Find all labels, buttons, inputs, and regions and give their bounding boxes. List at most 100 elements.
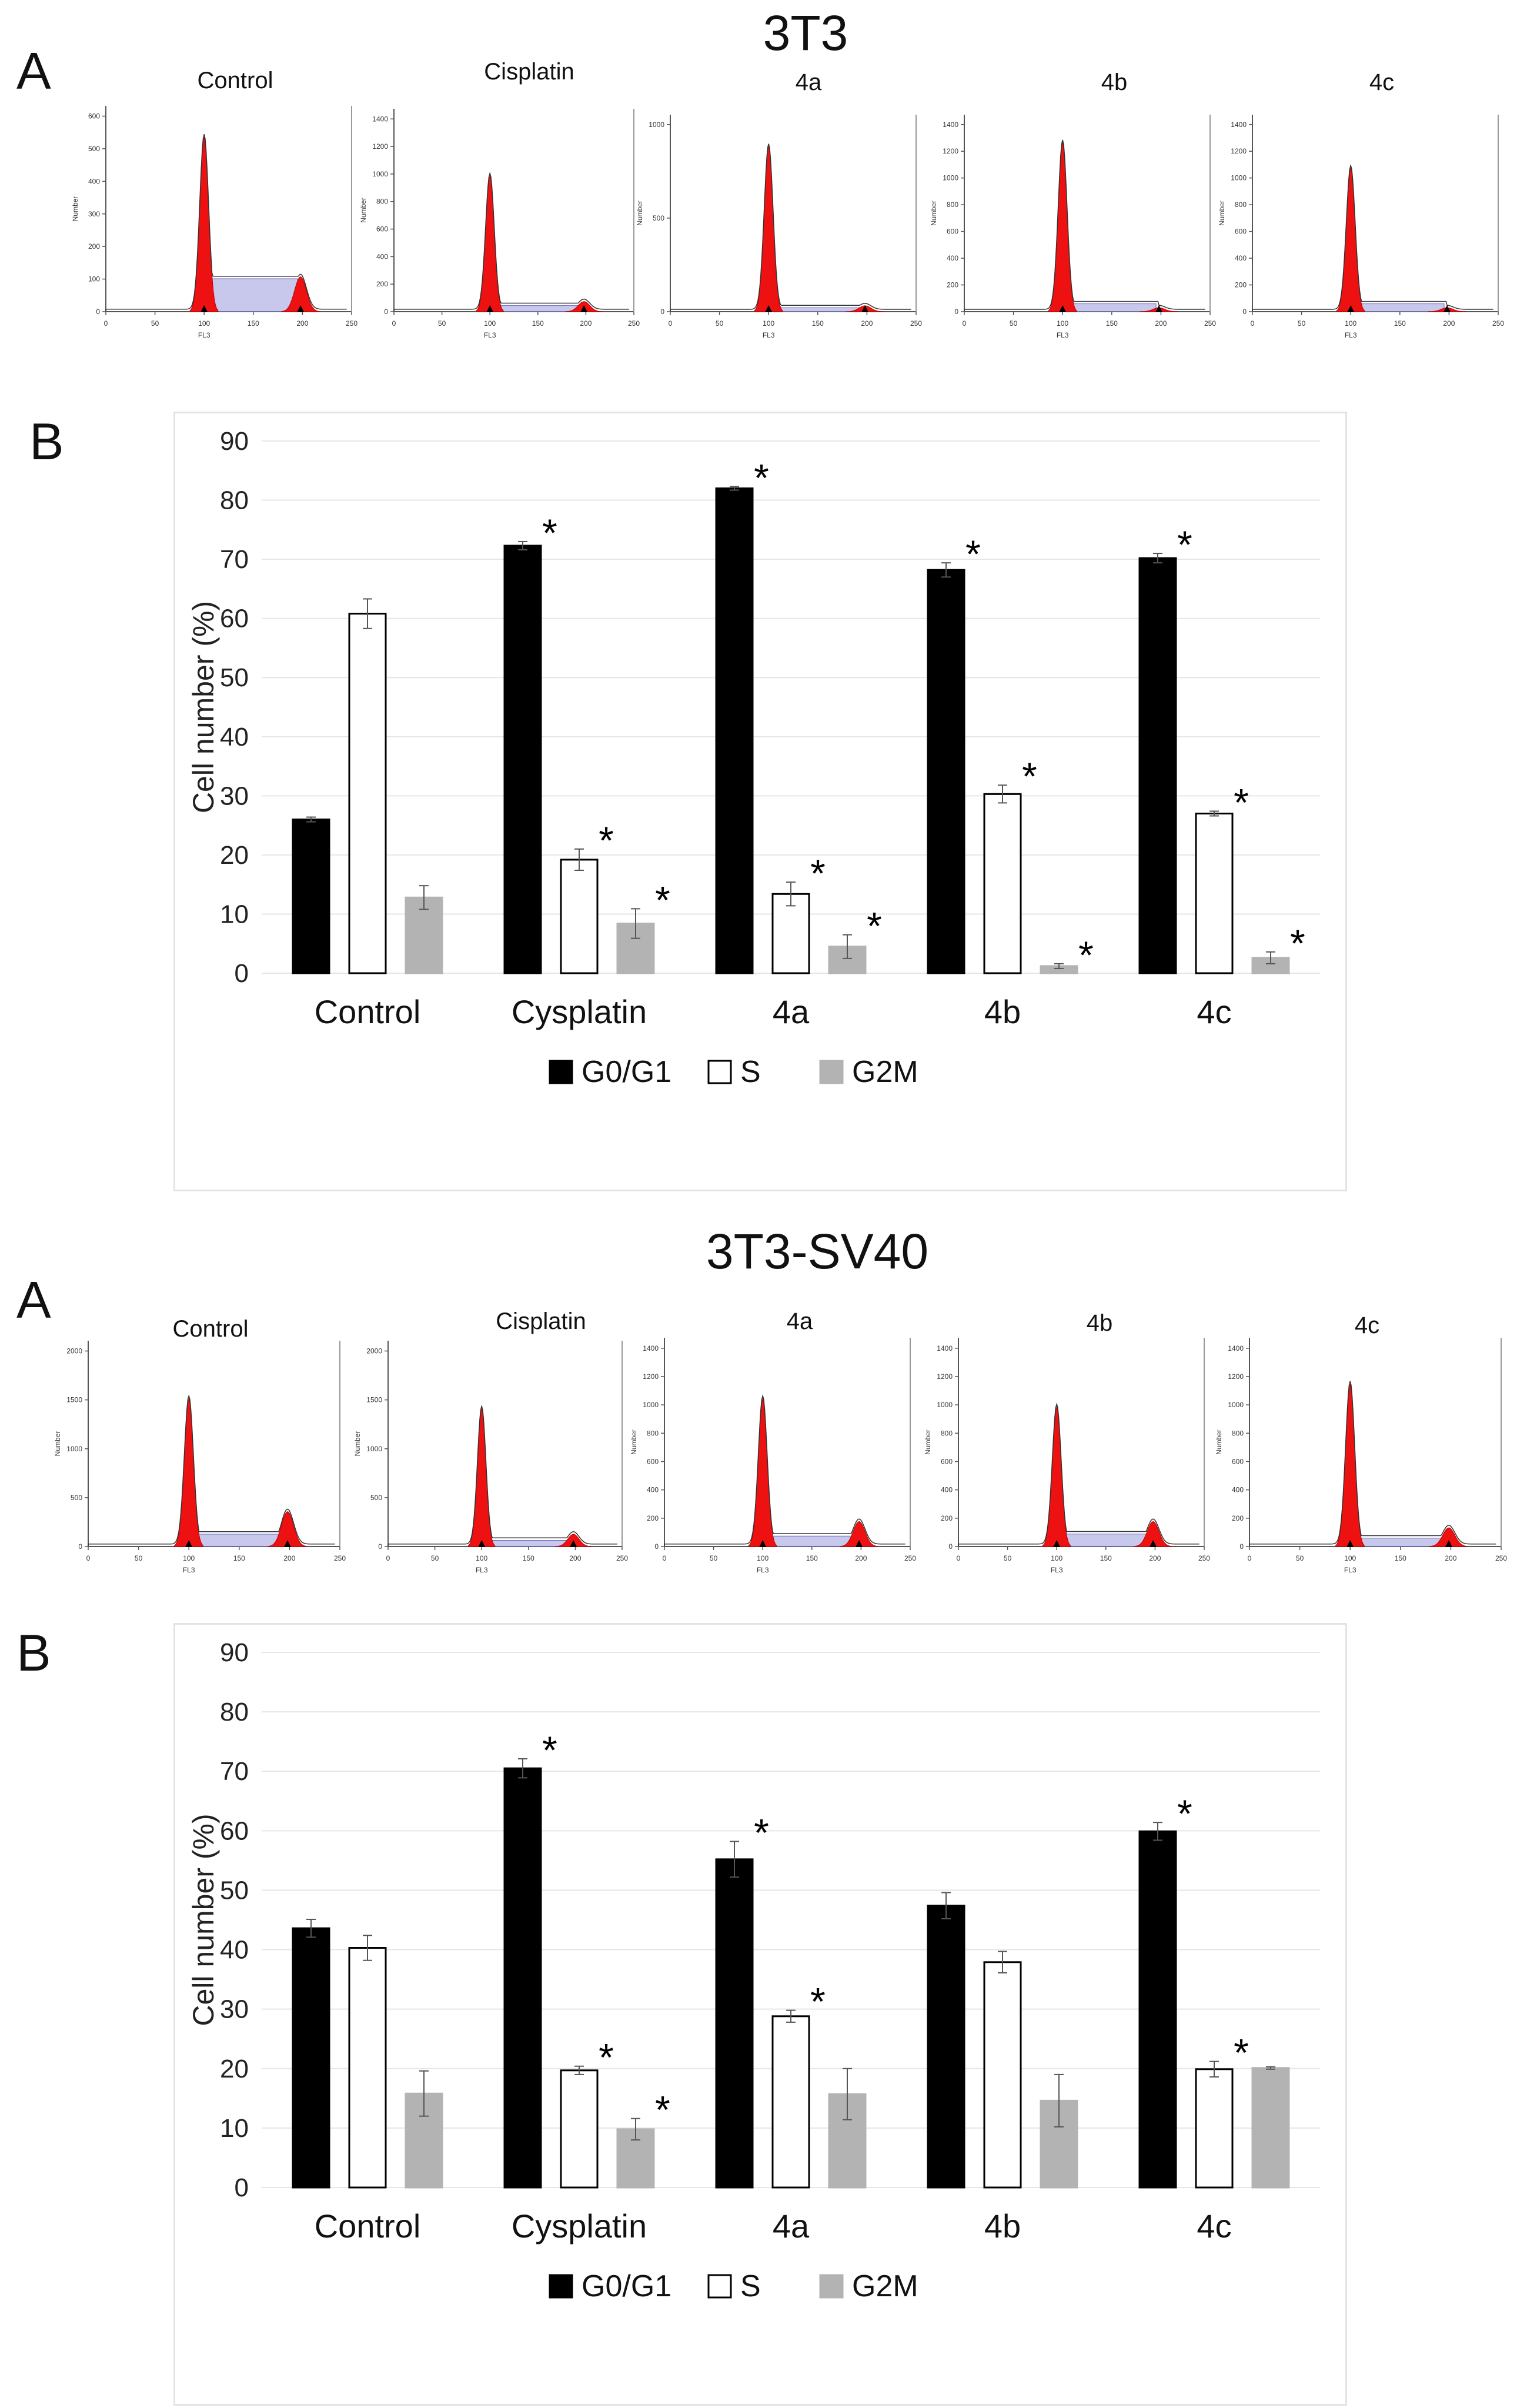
histogram-y-title: Number [71, 196, 79, 222]
histogram-x-tick-label: 100 [757, 1554, 768, 1562]
histogram-label: 4a [786, 1308, 813, 1334]
histogram-s-phase-area [203, 278, 298, 312]
histogram-y-tick-label: 400 [88, 177, 100, 185]
histogram-y-tick-label: 1200 [937, 1372, 953, 1381]
histogram-x-tick-label: 250 [346, 319, 357, 328]
histogram-marker [1347, 305, 1355, 312]
bar [983, 1961, 1022, 2189]
bar-chart-category-label: Control [315, 993, 421, 1030]
histogram-y-tick-label: 1000 [66, 1445, 82, 1453]
histogram-x-title: FL3 [484, 331, 496, 339]
bar-chart-category-label: Cysplatin [512, 2207, 647, 2245]
histogram-x-tick-label: 100 [1051, 1554, 1062, 1562]
histogram-y-tick-label: 600 [941, 1457, 953, 1465]
histogram-s-phase-area [1062, 303, 1157, 312]
histogram-g1-peak [467, 1408, 496, 1547]
histogram-x-tick-label: 200 [1155, 319, 1167, 328]
histogram-x-tick-label: 250 [910, 319, 922, 328]
histogram-g1-peak [754, 146, 784, 312]
bar-chart-category-label: 4a [773, 993, 810, 1030]
histogram-y-tick-label: 1400 [372, 115, 388, 123]
bar-chart-y-tick-label: 40 [220, 1936, 249, 1965]
section-title-3t3-sv40: 3T3-SV40 [706, 1224, 929, 1279]
bar [1138, 1830, 1177, 2189]
histogram-s-phase-area [762, 1535, 857, 1547]
significance-star: * [655, 878, 670, 921]
histogram-x-tick-label: 250 [628, 319, 640, 328]
histogram-x-tick-label: 100 [484, 319, 496, 328]
histogram-y-tick-label: 1000 [649, 121, 664, 129]
bar [292, 819, 330, 974]
histogram-y-tick-label: 600 [1232, 1457, 1244, 1465]
histogram-s-phase-area [1350, 303, 1445, 312]
histogram-y-tick-label: 0 [654, 1542, 659, 1551]
panel-a-letter-3t3-sv40: A [16, 1271, 51, 1329]
significance-star: * [1290, 921, 1305, 965]
histogram-outline [670, 143, 911, 311]
bar-chart-3t3: 0 10 20 30 40 50 60 70 80 90 Cell number (%) Contro… [187, 427, 1320, 1089]
histogram-x-tick-label: 150 [233, 1554, 245, 1562]
histogram-g1-peak [1048, 142, 1078, 312]
bar [983, 793, 1022, 974]
histogram-y-tick-label: 1200 [943, 147, 958, 155]
histogram-x-tick-label: 200 [580, 319, 592, 328]
histogram-y-tick-label: 1500 [366, 1396, 382, 1404]
histogram-x-tick-label: 100 [1057, 319, 1068, 328]
histogram-y-tick-label: 200 [941, 1514, 953, 1522]
legend-swatch [549, 2274, 573, 2299]
histogram-marker [1155, 305, 1163, 312]
bar-chart-y-tick-label: 30 [220, 1995, 249, 2024]
histogram-marker [297, 305, 305, 312]
bar-chart-y-tick-label: 30 [220, 781, 249, 810]
histogram-marker [201, 305, 208, 312]
histogram-marker [185, 1540, 193, 1547]
legend-label: G2M [852, 2269, 918, 2303]
histogram-y-tick-label: 400 [1235, 254, 1247, 262]
significance-star: * [754, 1811, 769, 1855]
bar [292, 1927, 330, 2189]
histogram-x-tick-label: 150 [248, 319, 259, 328]
significance-star: * [542, 1728, 557, 1772]
histogram-outline [1249, 1381, 1496, 1546]
significance-star: * [542, 511, 557, 555]
histogram-x-tick-label: 200 [283, 1554, 295, 1562]
histogram-g2-peak [281, 276, 320, 312]
histogram-y-tick-label: 600 [88, 112, 100, 121]
histogram-x-tick-label: 250 [334, 1554, 346, 1562]
bar-chart-y-axis-title: Cell number (%) [187, 601, 220, 813]
histogram-x-tick-label: 250 [1198, 1554, 1210, 1562]
histogram-y-tick-label: 0 [660, 308, 664, 316]
histogram-y-tick-label: 600 [376, 225, 388, 233]
histogram-y-tick-label: 1400 [643, 1344, 659, 1352]
histogram-y-tick-label: 1400 [937, 1344, 953, 1352]
histogram-y-tick-label: 200 [376, 280, 388, 288]
bar [1195, 813, 1234, 974]
histogram-y-tick-label: 0 [96, 308, 100, 316]
bar-chart-y-tick-label: 10 [220, 900, 249, 929]
histogram-y-tick-label: 400 [947, 254, 958, 262]
histogram-x-tick-label: 0 [957, 1554, 961, 1562]
histogram-marker [1346, 1540, 1354, 1547]
histogram-x-tick-label: 0 [663, 1554, 667, 1562]
legend-swatch [707, 1060, 732, 1084]
histogram-y-tick-label: 800 [1235, 201, 1247, 209]
bar-chart-category-label: 4b [984, 993, 1021, 1030]
histogram-x-title: FL3 [1057, 331, 1069, 339]
histogram-label: Control [197, 68, 273, 93]
section-title-3t3: 3T3 [763, 5, 848, 61]
histogram-marker [478, 1540, 486, 1547]
histogram-g2-peak [268, 1511, 308, 1547]
bar-chart-y-tick-label: 80 [220, 486, 249, 515]
histogram-y-tick-label: 2000 [366, 1347, 382, 1355]
histogram-marker [1444, 305, 1451, 312]
significance-star: * [1177, 1792, 1192, 1835]
legend-label: S [740, 1055, 761, 1089]
histogram-y-tick-label: 500 [653, 214, 664, 222]
histogram-x-tick-label: 50 [1010, 319, 1018, 328]
histogram-marker [570, 1540, 577, 1547]
histogram-x-tick-label: 200 [569, 1554, 581, 1562]
histogram-x-tick-label: 150 [1106, 319, 1118, 328]
histogram-y-tick-label: 1400 [1228, 1344, 1244, 1352]
histogram-y-tick-label: 1000 [1228, 1401, 1244, 1409]
bar [1138, 557, 1177, 974]
